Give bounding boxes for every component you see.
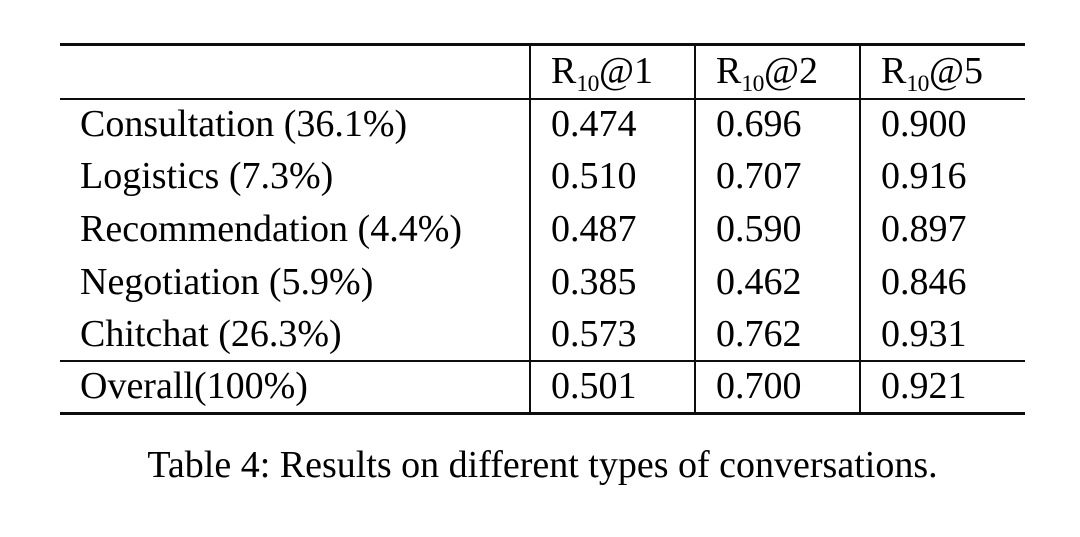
metric-subscript: 10 <box>741 70 764 97</box>
table-row-recommendation: Recommendation (4.4%) 0.487 0.590 0.897 <box>60 203 1025 257</box>
table-row-overall: Overall(100%) 0.501 0.700 0.921 <box>60 360 1025 414</box>
metric-name: R <box>716 49 742 92</box>
results-table: R10@1 R10@2 R10@5 Consultation (36.1%) 0… <box>60 43 1025 415</box>
row-label: Logistics (7.3%) <box>80 155 334 198</box>
cell-value: 0.931 <box>859 308 1025 362</box>
cell-value: 0.916 <box>859 151 1025 204</box>
cell-value: 0.707 <box>694 151 860 204</box>
corner-cell <box>60 44 530 100</box>
table-row-consultation: Consultation (36.1%) 0.474 0.696 0.900 <box>60 98 1025 152</box>
metric-cutoff: @1 <box>598 49 653 92</box>
table-row-logistics: Logistics (7.3%) 0.510 0.707 0.916 <box>60 151 1025 204</box>
table-footer: Overall(100%) 0.501 0.700 0.921 <box>60 360 1025 414</box>
col-header-r10-at-5: R10@5 <box>859 44 1025 100</box>
cell-value: 0.385 <box>529 256 695 309</box>
metric-cutoff: @5 <box>928 49 983 92</box>
table-row-negotiation: Negotiation (5.9%) 0.385 0.462 0.846 <box>60 256 1025 309</box>
metric-cutoff: @2 <box>763 49 818 92</box>
header-row: R10@1 R10@2 R10@5 <box>60 44 1025 100</box>
row-label: Negotiation (5.9%) <box>80 260 374 303</box>
cell-value: 0.696 <box>694 98 860 152</box>
metric-subscript: 10 <box>576 70 599 97</box>
metric-name: R <box>881 49 907 92</box>
metric-name: R <box>551 49 577 92</box>
cell-value: 0.762 <box>694 308 860 362</box>
cell-value: 0.462 <box>694 256 860 309</box>
row-label: Overall(100%) <box>60 360 530 414</box>
cell-value: 0.501 <box>529 360 695 414</box>
cell-value: 0.900 <box>859 98 1025 152</box>
cell-value: 0.487 <box>529 203 695 257</box>
cell-value: 0.590 <box>694 203 860 257</box>
table-header: R10@1 R10@2 R10@5 <box>60 44 1025 100</box>
table-body: Consultation (36.1%) 0.474 0.696 0.900 L… <box>60 98 1025 362</box>
cell-value: 0.921 <box>859 360 1025 414</box>
col-header-r10-at-2: R10@2 <box>694 44 860 100</box>
cell-value: 0.897 <box>859 203 1025 257</box>
row-label: Consultation (36.1%) <box>80 103 408 146</box>
metric-subscript: 10 <box>906 70 929 97</box>
cell-value: 0.846 <box>859 256 1025 309</box>
table-caption: Table 4: Results on different types of c… <box>147 444 938 486</box>
cell-value: 0.573 <box>529 308 695 362</box>
row-label: Chitchat (26.3%) <box>80 312 342 355</box>
cell-value: 0.700 <box>694 360 860 414</box>
table-row-chitchat: Chitchat (26.3%) 0.573 0.762 0.931 <box>60 308 1025 362</box>
col-header-r10-at-1: R10@1 <box>529 44 695 100</box>
row-label: Recommendation (4.4%) <box>80 207 463 250</box>
cell-value: 0.510 <box>529 151 695 204</box>
cell-value: 0.474 <box>529 98 695 152</box>
